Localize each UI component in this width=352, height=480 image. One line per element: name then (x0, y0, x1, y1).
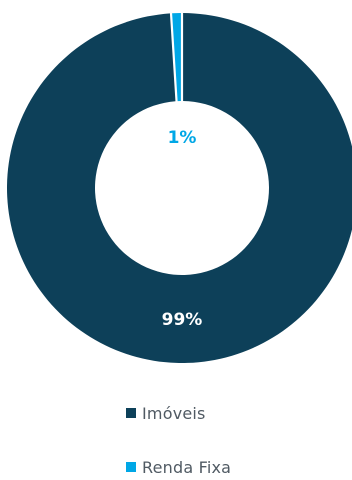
legend-item-renda-fixa[interactable]: Renda Fixa (126, 454, 231, 480)
legend-label: Imóveis (142, 403, 206, 423)
donut-slices (6, 13, 352, 364)
donut-value-label: 99% (162, 310, 203, 330)
legend-item-imoveis[interactable]: Imóveis (126, 400, 206, 426)
donut-slice-im-veis[interactable] (6, 13, 352, 364)
legend-swatch (126, 462, 136, 472)
donut-slice-renda-fixa[interactable] (172, 13, 181, 102)
donut-value-label: 1% (168, 128, 197, 148)
legend-swatch (126, 408, 136, 418)
legend-label: Renda Fixa (142, 457, 232, 477)
donut-chart: 99% 1% (6, 13, 352, 364)
donut-value-labels: 99% 1% (162, 128, 203, 330)
